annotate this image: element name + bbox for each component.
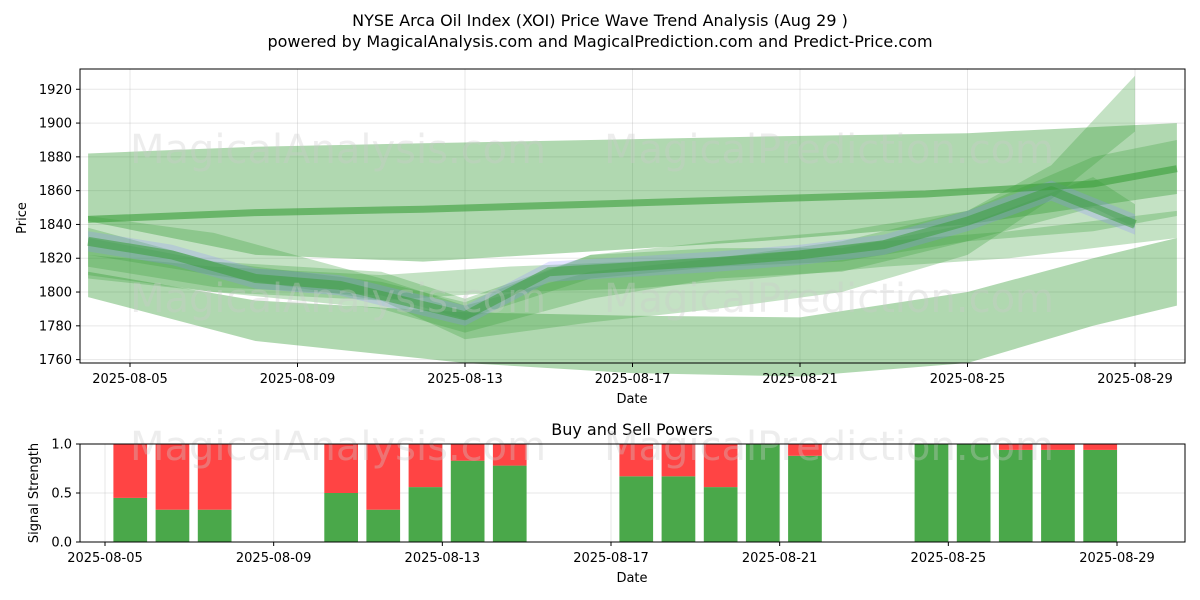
signal-ylabel: Signal Strength — [27, 443, 42, 543]
sell-bar — [450, 444, 485, 461]
price-ytick-label: 1820 — [39, 252, 72, 267]
sell-bar — [1041, 444, 1075, 450]
price-wave-line — [87, 186, 1137, 321]
signal-xtick-label: 2025-08-25 — [911, 551, 987, 566]
price-band — [88, 75, 1136, 340]
sell-bar — [197, 444, 232, 510]
buy-bar — [914, 444, 949, 542]
signal-xtick-label: 2025-08-05 — [67, 551, 143, 566]
price-trend-line — [87, 165, 1178, 223]
sell-bar — [619, 444, 654, 477]
buy-bar — [155, 509, 190, 542]
signal-xlabel: Date — [616, 571, 647, 586]
price-band — [88, 123, 1177, 262]
buy-bar — [661, 476, 696, 542]
buy-bar — [197, 509, 232, 542]
buy-bar — [703, 487, 738, 542]
price-panel: MagicalAnalysis.com MagicalPrediction.co… — [15, 68, 1186, 407]
price-bands — [87, 75, 1178, 377]
price-xtick-label: 2025-08-17 — [595, 372, 671, 387]
price-ytick-label: 1900 — [39, 117, 72, 132]
price-xtick-label: 2025-08-21 — [762, 372, 838, 387]
price-xtick-label: 2025-08-13 — [427, 372, 503, 387]
buy-bar — [113, 497, 148, 542]
price-ytick-label: 1860 — [39, 184, 72, 199]
price-axes: 1760 1780 1800 1820 1840 1860 1880 1900 1920 2025… — [39, 68, 1186, 387]
sell-bar — [661, 444, 696, 477]
sell-bar — [113, 444, 148, 498]
price-xtick-label: 2025-08-29 — [1097, 372, 1173, 387]
signal-xtick-label: 2025-08-09 — [236, 551, 312, 566]
sell-bar — [155, 444, 190, 510]
price-ytick-label: 1840 — [39, 218, 72, 233]
price-ylabel: Price — [15, 202, 30, 234]
price-xtick-label: 2025-08-09 — [260, 372, 336, 387]
watermark-5: MagicalAnalysis.com — [130, 424, 546, 470]
buy-bar — [324, 493, 358, 542]
price-grid — [80, 69, 1185, 363]
buy-bar — [450, 460, 485, 542]
signal-ytick-label: 1.0 — [51, 438, 72, 453]
price-xtick-label: 2025-08-25 — [930, 372, 1006, 387]
buy-bar — [366, 509, 401, 542]
watermark-4: MagicalPrediction.com — [604, 276, 1054, 322]
buy-bar — [1083, 449, 1117, 542]
sell-bar — [324, 444, 358, 493]
sell-bar — [998, 444, 1033, 450]
price-ytick-label: 1880 — [39, 150, 72, 165]
signal-xtick-label: 2025-08-29 — [1079, 551, 1155, 566]
watermark-6: MagicalPrediction.com — [604, 424, 1054, 470]
sell-bar — [408, 444, 443, 488]
signal-ytick-label: 0.0 — [51, 536, 72, 551]
sell-bar — [1083, 444, 1117, 450]
sell-bar — [366, 444, 401, 510]
signal-xtick-label: 2025-08-21 — [742, 551, 818, 566]
price-band — [88, 210, 1177, 301]
price-band — [88, 140, 1177, 333]
signal-xtick-label: 2025-08-17 — [573, 551, 649, 566]
price-ytick-label: 1800 — [39, 286, 72, 301]
buy-bar — [408, 487, 443, 542]
buy-bar — [1041, 449, 1075, 542]
watermark-2: MagicalPrediction.com — [604, 127, 1054, 173]
buy-bar — [956, 444, 991, 542]
buy-bar — [492, 465, 527, 542]
watermark-1: MagicalAnalysis.com — [130, 127, 546, 173]
signal-ytick-label: 0.5 — [51, 487, 72, 502]
sell-bar — [788, 444, 822, 456]
signal-axes: 0.0 0.5 1.0 2025-08-05 2025-08-09 2025-08-13 2… — [51, 438, 1186, 566]
buy-bar — [745, 444, 780, 542]
price-band — [88, 238, 1177, 377]
signal-bars — [113, 444, 1117, 542]
signal-panel: Buy and Sell Powers MagicalAnalysis.com … — [27, 420, 1186, 586]
price-xlabel: Date — [616, 392, 647, 407]
price-xtick-label: 2025-08-05 — [92, 372, 168, 387]
signal-title: Buy and Sell Powers — [551, 420, 713, 439]
chart-subtitle: powered by MagicalAnalysis.com and Magic… — [267, 32, 932, 51]
price-ytick-label: 1760 — [39, 353, 72, 368]
buy-bar — [619, 476, 654, 542]
buy-bar — [998, 449, 1033, 542]
watermark-3: MagicalAnalysis.com — [130, 276, 546, 322]
price-ytick-label: 1920 — [39, 83, 72, 98]
sell-bar — [703, 444, 738, 488]
chart-title: NYSE Arca Oil Index (XOI) Price Wave Tre… — [352, 11, 848, 30]
sell-bar — [492, 444, 527, 466]
price-ytick-label: 1780 — [39, 319, 72, 334]
signal-xtick-label: 2025-08-13 — [405, 551, 481, 566]
buy-bar — [788, 455, 822, 542]
